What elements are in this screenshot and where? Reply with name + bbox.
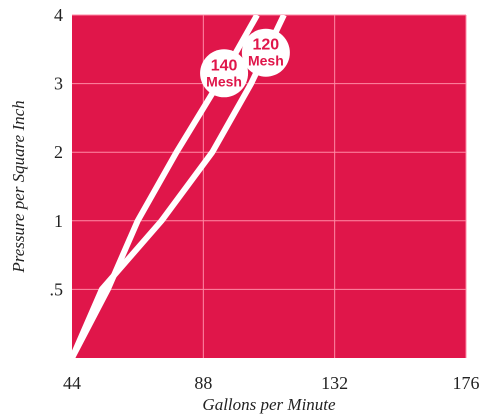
series-badge <box>241 28 290 77</box>
y-tick-label: 3 <box>54 74 63 94</box>
y-tick-label: 4 <box>54 5 63 25</box>
y-axis-title: Pressure per Square Inch <box>9 100 28 273</box>
x-tick-labels: 44 88 132 176 <box>63 373 480 393</box>
series-badge <box>200 49 249 98</box>
x-tick-label: 88 <box>194 373 212 393</box>
series-label-number: 140 <box>211 57 238 74</box>
y-tick-label: 2 <box>54 142 63 162</box>
series-label-number: 120 <box>253 37 280 54</box>
series-label-unit: Mesh <box>248 53 284 69</box>
x-tick-label: 44 <box>63 373 81 393</box>
y-tick-label: 1 <box>54 211 63 231</box>
x-tick-label: 176 <box>453 373 480 393</box>
y-tick-label: .5 <box>50 279 64 299</box>
series-label-unit: Mesh <box>206 73 242 89</box>
y-tick-labels: .5 1 2 3 4 <box>50 5 64 299</box>
x-tick-label: 132 <box>321 373 348 393</box>
x-axis-title: Gallons per Minute <box>202 395 336 414</box>
